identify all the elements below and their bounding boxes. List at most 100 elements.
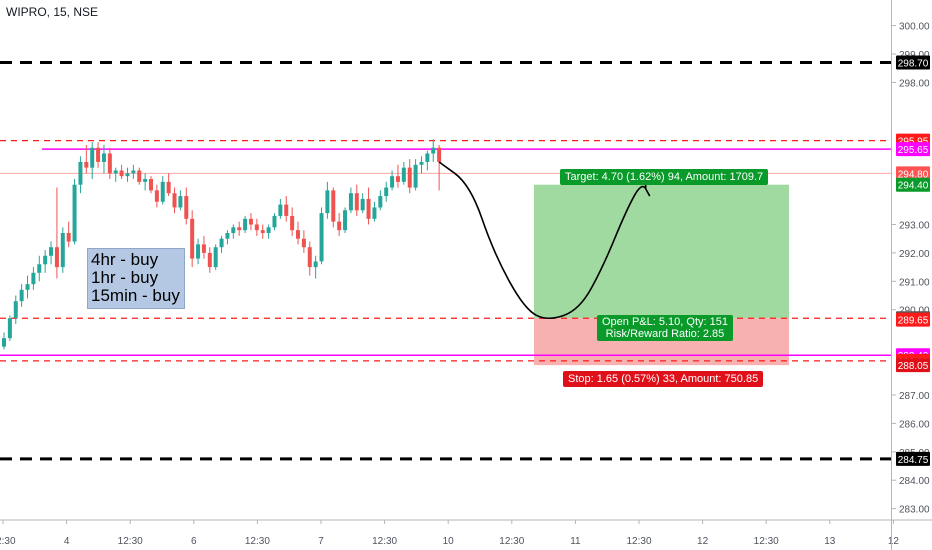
- candle-body: [37, 264, 42, 273]
- y-tick-label: 284.00: [899, 476, 930, 487]
- candle: [166, 173, 171, 197]
- y-tick-label: 286.00: [899, 419, 930, 430]
- candle-body: [25, 284, 30, 290]
- y-tick-label: 299.00: [899, 50, 930, 61]
- candle: [72, 179, 77, 245]
- candle-body: [284, 204, 289, 216]
- x-tick-label: 12:30: [372, 536, 397, 547]
- projection-path: [438, 161, 651, 320]
- candle-body: [90, 147, 95, 168]
- candle-body: [372, 207, 377, 219]
- candle-body: [154, 190, 159, 202]
- candle: [66, 221, 71, 248]
- candle-body: [172, 193, 177, 208]
- candle-body: [13, 301, 18, 319]
- candle-body: [207, 252, 212, 268]
- candle-body: [395, 176, 400, 182]
- candle: [60, 227, 65, 273]
- candle: [13, 295, 18, 324]
- stop-label[interactable]: Stop: 1.65 (0.57%) 33, Amount: 750.85: [563, 371, 764, 387]
- candle: [196, 238, 201, 265]
- candle-body: [60, 233, 65, 268]
- candle-body: [313, 261, 318, 268]
- y-tick-label: 300.00: [899, 22, 930, 33]
- price-label-bg: [896, 358, 930, 373]
- candle: [419, 156, 424, 174]
- candle: [37, 255, 42, 282]
- horizontal-levels: [0, 61, 891, 461]
- candle-body: [137, 170, 142, 182]
- candle: [101, 144, 106, 174]
- candle: [78, 156, 83, 194]
- candle-body: [184, 196, 189, 219]
- x-tick-label: 6: [191, 536, 197, 547]
- candle-body: [431, 147, 436, 154]
- candle-body: [31, 272, 36, 285]
- candle: [107, 147, 112, 180]
- candle-body: [160, 181, 165, 202]
- candle-body: [384, 187, 389, 197]
- bias-note[interactable]: 4hr - buy 1hr - buy 15min - buy: [87, 248, 185, 309]
- x-tick-label: 4: [64, 536, 70, 547]
- x-tick-label: 12: [697, 536, 709, 547]
- x-tick-label: 13: [824, 536, 836, 547]
- note-line-4hr: 4hr - buy: [91, 250, 159, 269]
- target-label[interactable]: Target: 4.70 (1.62%) 94, Amount: 1709.7: [560, 169, 769, 185]
- candle-body: [319, 213, 324, 262]
- candle-body: [425, 153, 430, 162]
- candle-body: [272, 215, 277, 228]
- candle: [149, 176, 153, 194]
- candle-body: [378, 196, 383, 208]
- candle-body: [348, 193, 353, 211]
- candle-body: [301, 238, 306, 248]
- candle-body: [54, 247, 59, 268]
- price-label-bg: [896, 55, 930, 70]
- price-label-bg: [896, 142, 930, 157]
- time-axis: 12:30 4 12:30 6 12:30 7 12:30 10 12:30 11 12:30 12 1…: [0, 519, 932, 547]
- candle-body: [260, 230, 265, 234]
- candle: [343, 207, 348, 234]
- candle: [190, 210, 195, 268]
- candle-body: [131, 170, 136, 174]
- x-tick-label: 10: [443, 536, 455, 547]
- y-tick-label: 290.00: [899, 306, 930, 317]
- price-label: 295.65: [898, 145, 929, 156]
- x-tick-label: 12: [888, 536, 900, 547]
- pnl-label[interactable]: Open P&L: 5.10, Qty: 151 Risk/Reward Rat…: [597, 315, 733, 341]
- candle-body: [101, 153, 106, 162]
- candle: [19, 284, 24, 307]
- candle: [231, 224, 236, 239]
- candle: [137, 167, 142, 185]
- x-tick-label: 12:30: [499, 536, 524, 547]
- candle-body: [248, 218, 253, 225]
- candle-body: [43, 255, 48, 265]
- candle: [348, 187, 353, 214]
- candle-body: [96, 147, 101, 162]
- candle: [213, 244, 218, 270]
- candle-body: [225, 233, 230, 239]
- candle-body: [290, 215, 295, 231]
- candle-body: [413, 164, 418, 188]
- candle: [131, 164, 136, 180]
- candle: [160, 176, 165, 205]
- candle: [90, 142, 95, 180]
- candle: [307, 241, 312, 276]
- candle-body: [360, 198, 365, 211]
- y-tick-label: 283.00: [899, 505, 930, 516]
- x-tick-label: 12:30: [0, 536, 16, 547]
- price-label-bg: [896, 177, 930, 192]
- candle-body: [266, 227, 271, 234]
- candle-body: [401, 167, 406, 182]
- candle: [401, 161, 406, 185]
- candle-body: [166, 181, 171, 194]
- candle: [319, 207, 324, 265]
- candle: [125, 167, 130, 182]
- candle: [96, 142, 101, 168]
- candle: [290, 207, 295, 236]
- note-line-1hr: 1hr - buy: [91, 268, 159, 287]
- candle-body: [437, 147, 442, 162]
- candle-body: [196, 244, 201, 259]
- candle: [178, 190, 183, 211]
- candle-body: [143, 179, 148, 182]
